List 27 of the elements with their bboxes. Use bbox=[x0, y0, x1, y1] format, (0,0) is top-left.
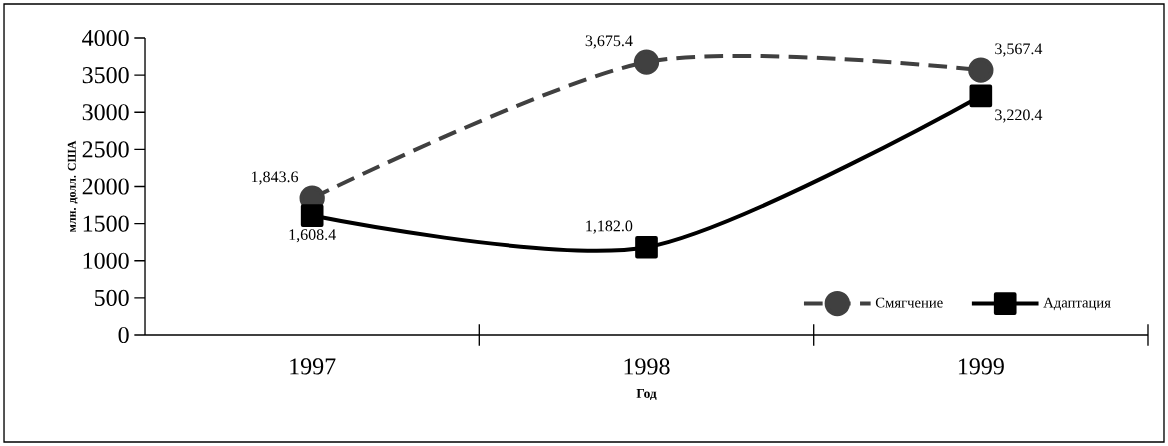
y-axis-title: млн. долл. США bbox=[67, 140, 78, 233]
data-label: 1,843.6 bbox=[251, 171, 299, 185]
data-label: 3,675.4 bbox=[585, 35, 633, 49]
data-label: 3,567.4 bbox=[995, 43, 1043, 57]
y-tick-label: 2000 bbox=[82, 178, 129, 195]
y-tick-label: 500 bbox=[95, 289, 129, 306]
y-tick-label: 0 bbox=[118, 326, 129, 344]
data-label: 1,182.0 bbox=[586, 220, 633, 234]
data-label: 3,220.4 bbox=[995, 109, 1043, 123]
x-tick-label: 1997 bbox=[290, 358, 336, 375]
data-label: 1,608.4 bbox=[289, 229, 336, 243]
legend-label: Смягчение bbox=[875, 297, 943, 308]
y-tick-label: 1000 bbox=[83, 252, 129, 269]
y-tick-label: 4000 bbox=[82, 29, 129, 47]
y-tick-label: 1500 bbox=[83, 215, 129, 232]
point bbox=[633, 49, 660, 75]
legend-label: Адаптация bbox=[1043, 297, 1111, 311]
point bbox=[635, 235, 658, 259]
point bbox=[300, 204, 324, 227]
x-tick-label: 1998 bbox=[624, 358, 670, 375]
y-tick-label: 2500 bbox=[82, 141, 129, 158]
point bbox=[968, 57, 994, 83]
x-tick-label: 1999 bbox=[958, 358, 1004, 375]
point bbox=[969, 84, 993, 108]
y-tick-label: 3000 bbox=[82, 104, 129, 121]
x-axis-title: Год bbox=[636, 389, 657, 401]
y-tick-label: 3500 bbox=[82, 67, 129, 84]
